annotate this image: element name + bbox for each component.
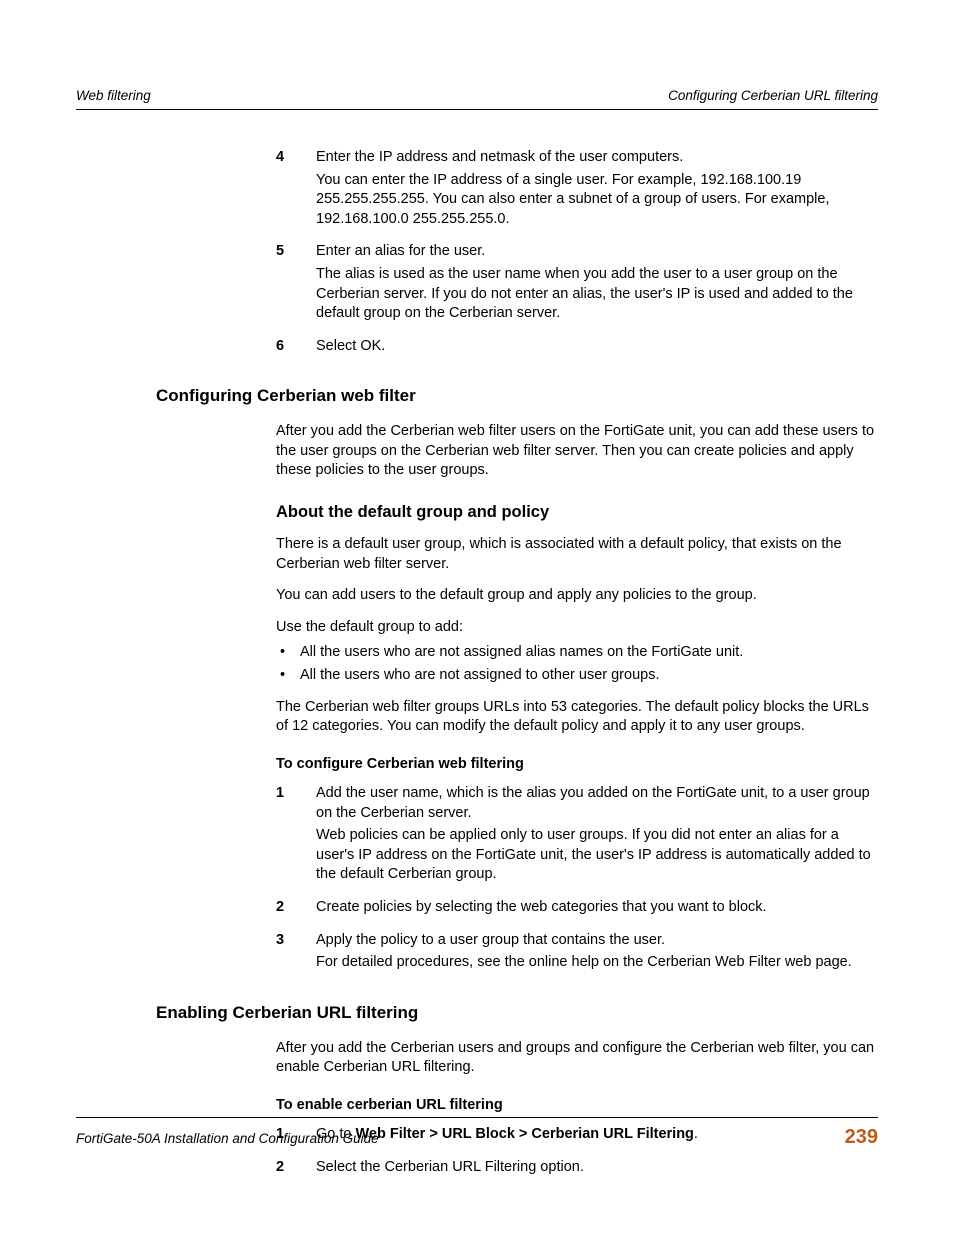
header-right: Configuring Cerberian URL filtering	[668, 87, 878, 105]
step-text: Select the Cerberian URL Filtering optio…	[316, 1158, 878, 1178]
step-number: 5	[276, 242, 316, 326]
step-4: 4 Enter the IP address and netmask of th…	[276, 148, 878, 232]
heading-configuring: Configuring Cerberian web filter	[76, 385, 878, 408]
header-left: Web filtering	[76, 87, 151, 105]
step-text: Add the user name, which is the alias yo…	[316, 784, 878, 823]
step-5: 5 Enter an alias for the user. The alias…	[276, 242, 878, 326]
heading-to-configure: To configure Cerberian web filtering	[276, 755, 878, 775]
bullet-text: All the users who are not assigned alias…	[300, 643, 878, 663]
running-footer: FortiGate-50A Installation and Configura…	[76, 1117, 878, 1151]
content-block-top: 4 Enter the IP address and netmask of th…	[76, 148, 878, 359]
step-number: 3	[276, 931, 316, 976]
step-number: 1	[276, 784, 316, 888]
step-6: 6 Select OK.	[276, 337, 878, 360]
step-number: 2	[276, 1158, 316, 1181]
paragraph: After you add the Cerberian web filter u…	[276, 422, 878, 481]
heading-enabling: Enabling Cerberian URL filtering	[76, 1002, 878, 1025]
step-text: Apply the policy to a user group that co…	[316, 931, 878, 951]
step-number: 6	[276, 337, 316, 360]
section2-body: After you add the Cerberian users and gr…	[76, 1039, 878, 1181]
footer-title: FortiGate-50A Installation and Configura…	[76, 1130, 379, 1148]
step-text: You can enter the IP address of a single…	[316, 171, 878, 230]
step-text: Enter the IP address and netmask of the …	[316, 148, 878, 168]
document-page: Web filtering Configuring Cerberian URL …	[0, 0, 954, 1230]
step-body: Enter the IP address and netmask of the …	[316, 148, 878, 232]
paragraph: After you add the Cerberian users and gr…	[276, 1039, 878, 1078]
page-number: 239	[845, 1124, 878, 1151]
step-text: Select OK.	[316, 337, 878, 357]
bullet-dot: •	[276, 643, 300, 663]
numbered-list-a: 4 Enter the IP address and netmask of th…	[196, 148, 878, 359]
heading-about-default: About the default group and policy	[276, 501, 878, 523]
bullet-text: All the users who are not assigned to ot…	[300, 666, 878, 686]
paragraph: The Cerberian web filter groups URLs int…	[276, 698, 878, 737]
step-3: 3 Apply the policy to a user group that …	[276, 931, 878, 976]
step-body: Select the Cerberian URL Filtering optio…	[316, 1158, 878, 1181]
bullet-dot: •	[276, 666, 300, 686]
step-1: 1 Add the user name, which is the alias …	[276, 784, 878, 888]
step-number: 4	[276, 148, 316, 232]
step-body: Enter an alias for the user. The alias i…	[316, 242, 878, 326]
paragraph: There is a default user group, which is …	[276, 535, 878, 574]
step-text: Enter an alias for the user.	[316, 242, 878, 262]
section1-content: After you add the Cerberian web filter u…	[196, 422, 878, 976]
step-body: Apply the policy to a user group that co…	[316, 931, 878, 976]
step-body: Select OK.	[316, 337, 878, 360]
step-body: Add the user name, which is the alias yo…	[316, 784, 878, 888]
paragraph: Use the default group to add:	[276, 618, 878, 638]
bullet-item: • All the users who are not assigned to …	[276, 666, 878, 686]
running-header: Web filtering Configuring Cerberian URL …	[76, 87, 878, 110]
bullet-item: • All the users who are not assigned ali…	[276, 643, 878, 663]
step-text: For detailed procedures, see the online …	[316, 953, 878, 973]
step-2b: 2 Select the Cerberian URL Filtering opt…	[276, 1158, 878, 1181]
step-text: Create policies by selecting the web cat…	[316, 898, 878, 918]
step-body: Create policies by selecting the web cat…	[316, 898, 878, 921]
step-text: The alias is used as the user name when …	[316, 265, 878, 324]
paragraph: You can add users to the default group a…	[276, 586, 878, 606]
section1-body: After you add the Cerberian web filter u…	[76, 422, 878, 976]
step-number: 2	[276, 898, 316, 921]
section2-content: After you add the Cerberian users and gr…	[196, 1039, 878, 1181]
step-text: Web policies can be applied only to user…	[316, 826, 878, 885]
step-2: 2 Create policies by selecting the web c…	[276, 898, 878, 921]
heading-to-enable: To enable cerberian URL filtering	[276, 1096, 878, 1116]
